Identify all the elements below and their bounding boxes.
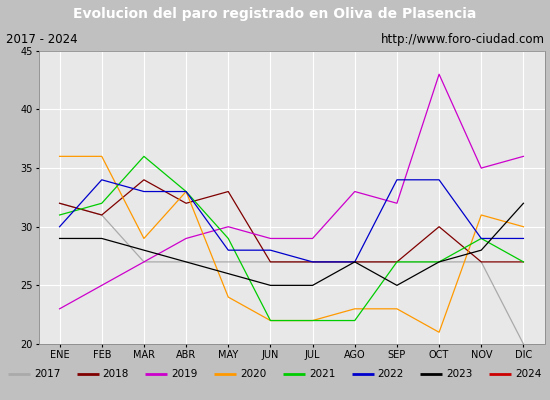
- Text: http://www.foro-ciudad.com: http://www.foro-ciudad.com: [381, 33, 544, 46]
- Text: 2019: 2019: [172, 369, 197, 379]
- Text: 2018: 2018: [102, 369, 129, 379]
- Text: 2022: 2022: [377, 369, 404, 379]
- Text: 2023: 2023: [447, 369, 472, 379]
- Text: 2017 - 2024: 2017 - 2024: [6, 33, 77, 46]
- Text: 2020: 2020: [240, 369, 266, 379]
- Text: Evolucion del paro registrado en Oliva de Plasencia: Evolucion del paro registrado en Oliva d…: [73, 7, 477, 21]
- Text: 2021: 2021: [309, 369, 335, 379]
- Text: 2017: 2017: [34, 369, 60, 379]
- Text: 2024: 2024: [515, 369, 541, 379]
